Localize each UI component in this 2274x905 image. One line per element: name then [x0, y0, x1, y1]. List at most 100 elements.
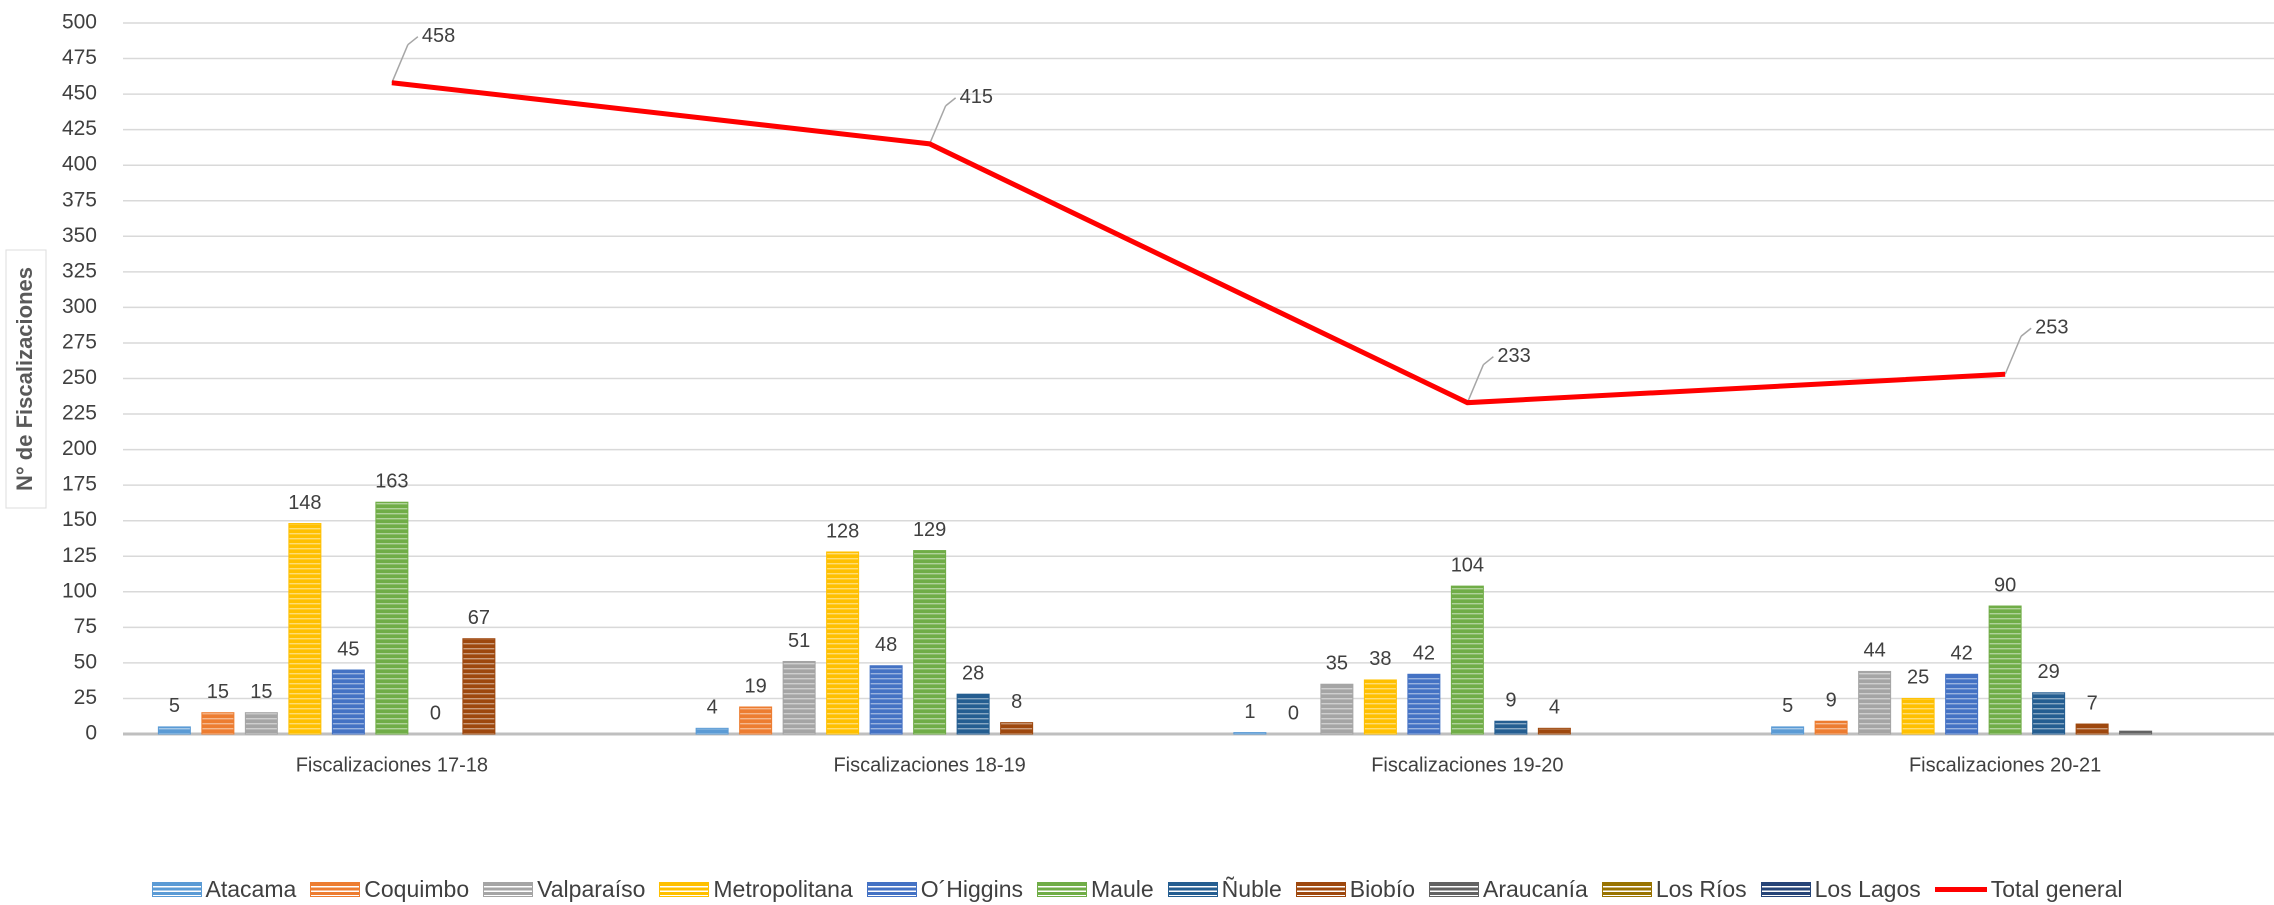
bar: [1901, 697, 1935, 735]
data-label: 7: [2087, 692, 2098, 714]
data-label: 8: [1011, 691, 1022, 713]
bar: [201, 712, 235, 735]
data-label: 51: [788, 630, 810, 652]
y-tick-label: 100: [62, 579, 97, 602]
bar: [2032, 692, 2066, 735]
bar: [331, 669, 365, 735]
bar: [1363, 679, 1397, 735]
bar: [826, 551, 860, 735]
data-label: 90: [1994, 574, 2016, 596]
leader-line: [2004, 335, 2022, 375]
data-label: 233: [1497, 345, 1530, 367]
axis-title-box: [5, 249, 47, 509]
bar: [2119, 730, 2153, 735]
bar: [1320, 683, 1354, 735]
legend-label: Maule: [1091, 876, 1154, 902]
legend-label: Ñuble: [1221, 876, 1282, 902]
bar: [695, 727, 729, 735]
leader-line: [391, 44, 409, 84]
bar: [157, 726, 191, 735]
data-label: 0: [1288, 702, 1299, 724]
data-label: 5: [169, 695, 180, 717]
data-label: 48: [875, 634, 897, 656]
x-tick-label: Fiscalizaciones 20-21: [1909, 754, 2101, 776]
legend-swatch: [866, 882, 917, 897]
bar: [956, 693, 990, 735]
leader-line: [945, 97, 957, 107]
y-tick-label: 50: [74, 650, 97, 673]
data-label: 458: [422, 25, 455, 47]
legend-item: Maule: [1037, 876, 1154, 903]
y-tick-label: 325: [62, 259, 97, 282]
leader-line: [1466, 364, 1485, 403]
data-label: 253: [2035, 317, 2068, 339]
legend-swatch: [1295, 882, 1346, 897]
data-label: 38: [1369, 648, 1391, 670]
legend-item: Coquimbo: [310, 876, 469, 903]
legend-label: Metropolitana: [713, 876, 853, 902]
legend-swatch: [1760, 882, 1811, 897]
bar: [1000, 722, 1034, 735]
y-tick-label: 0: [85, 722, 97, 745]
y-tick-label: 225: [62, 402, 97, 425]
data-label: 104: [1451, 554, 1484, 576]
chart: N° de Fiscalizaciones 025507510012515017…: [5, 11, 2274, 776]
bar: [1858, 670, 1892, 735]
y-tick-label: 300: [62, 295, 97, 318]
bar: [1537, 727, 1571, 735]
data-label: 19: [745, 675, 767, 697]
y-tick-label: 250: [62, 366, 97, 389]
data-label: 9: [1826, 689, 1837, 711]
bar: [739, 706, 773, 735]
legend-item: O´Higgins: [866, 876, 1024, 903]
legend-swatch: [1934, 887, 1987, 892]
legend-item: Total general: [1934, 876, 2123, 903]
leader-line: [2020, 327, 2032, 337]
data-label: 15: [207, 681, 229, 703]
legend-swatch: [1601, 882, 1652, 897]
y-tick-label: 275: [62, 330, 97, 353]
data-label: 4: [707, 697, 718, 719]
legend-label: Biobío: [1349, 876, 1415, 902]
legend-item: Los Lagos: [1760, 876, 1921, 903]
y-tick-label: 350: [62, 224, 97, 247]
legend-swatch: [1037, 882, 1088, 897]
bar: [2075, 723, 2109, 735]
y-tick-label: 175: [62, 473, 97, 496]
data-label: 415: [960, 86, 993, 108]
bar: [1988, 605, 2022, 735]
data-label: 42: [1951, 643, 1973, 665]
y-tick-label: 150: [62, 508, 97, 531]
leader-line: [407, 36, 419, 46]
y-tick-label: 125: [62, 544, 97, 567]
bar: [1945, 673, 1979, 735]
y-tick-label: 425: [62, 117, 97, 140]
legend-swatch: [1167, 882, 1218, 897]
data-label: 45: [337, 638, 359, 660]
legend-label: Total general: [1990, 876, 2123, 902]
bar: [913, 550, 947, 735]
bar: [1771, 726, 1805, 735]
data-label: 148: [288, 492, 321, 514]
data-label: 163: [375, 470, 408, 492]
legend-item: Araucanía: [1429, 876, 1588, 903]
bar: [782, 660, 816, 735]
legend-label: O´Higgins: [920, 876, 1024, 902]
leader-line: [928, 105, 947, 145]
data-label: 5: [1782, 695, 1793, 717]
data-label: 29: [2038, 661, 2060, 683]
data-label: 1: [1244, 701, 1255, 723]
legend-item: Los Ríos: [1601, 876, 1747, 903]
legend-item: Metropolitana: [659, 876, 853, 903]
legend-item: Ñuble: [1167, 876, 1282, 903]
data-label: 15: [250, 681, 272, 703]
y-tick-label: 475: [62, 46, 97, 69]
data-label: 67: [468, 607, 490, 629]
data-label: 42: [1413, 643, 1435, 665]
bar: [244, 712, 278, 735]
data-label: 25: [1907, 667, 1929, 689]
legend-label: Coquimbo: [364, 876, 470, 902]
bar: [1494, 720, 1528, 735]
legend-label: Los Ríos: [1655, 876, 1747, 902]
